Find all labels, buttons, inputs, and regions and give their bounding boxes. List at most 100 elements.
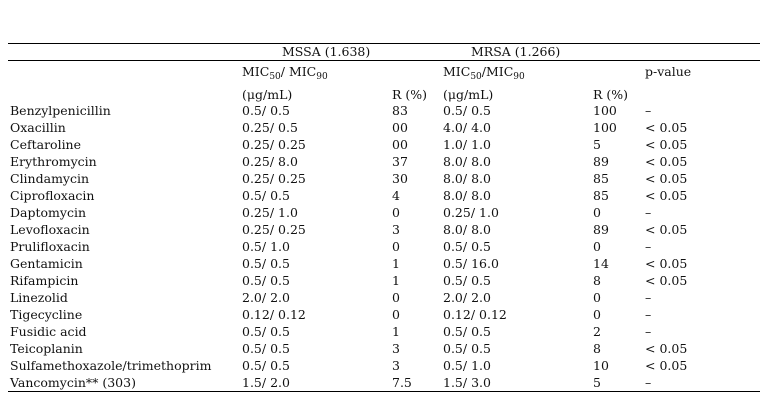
mrsa-mic-value: 0.5/ 0.5 bbox=[443, 103, 491, 118]
mrsa-resistance-value: 5 bbox=[593, 375, 601, 390]
mssa-resistance-value: 0 bbox=[392, 307, 400, 322]
mic-label: MIC bbox=[443, 64, 471, 79]
p-value: < 0.05 bbox=[645, 171, 688, 186]
drug-name: Rifampicin bbox=[10, 273, 79, 288]
mssa-resistance-value: 00 bbox=[392, 137, 408, 152]
mssa-mic-value: 0.5/ 1.0 bbox=[242, 239, 290, 254]
table-row: Teicoplanin 0.5/ 0.5 3 0.5/ 0.5 8 < 0.05 bbox=[0, 341, 766, 358]
mssa-mic-value: 0.25/ 0.25 bbox=[242, 222, 306, 237]
table-row: Tigecycline 0.12/ 0.12 0 0.12/ 0.12 0 – bbox=[0, 307, 766, 324]
p-value: – bbox=[645, 307, 652, 322]
mrsa-resistance-value: 89 bbox=[593, 154, 609, 169]
mrsa-mic-value: 1.5/ 3.0 bbox=[443, 375, 491, 390]
mssa-resistance-value: 0 bbox=[392, 290, 400, 305]
drug-name: Benzylpenicillin bbox=[10, 103, 111, 118]
mrsa-resistance-value: 0 bbox=[593, 239, 601, 254]
mrsa-mic-value: 8.0/ 8.0 bbox=[443, 171, 491, 186]
mic50-sub: 50 bbox=[470, 72, 482, 82]
mrsa-resistance-value: 89 bbox=[593, 222, 609, 237]
mrsa-mic-value: 8.0/ 8.0 bbox=[443, 188, 491, 203]
mrsa-resistance-value: 14 bbox=[593, 256, 609, 271]
table-row: Ciprofloxacin 0.5/ 0.5 4 8.0/ 8.0 85 < 0.05 bbox=[0, 188, 766, 205]
mssa-resistance-value: 3 bbox=[392, 341, 400, 356]
mssa-mic-value: 0.25/ 0.25 bbox=[242, 171, 306, 186]
mssa-r-header: R (%) bbox=[392, 87, 428, 102]
table-row: Vancomycin** (303) 1.5/ 2.0 7.5 1.5/ 3.0 5 – bbox=[0, 375, 766, 392]
mrsa-resistance-value: 0 bbox=[593, 205, 601, 220]
drug-name: Oxacillin bbox=[10, 120, 66, 135]
p-value: – bbox=[645, 375, 652, 390]
mssa-mic-value: 0.5/ 0.5 bbox=[242, 188, 290, 203]
p-value: < 0.05 bbox=[645, 154, 688, 169]
mssa-mic-value: 0.12/ 0.12 bbox=[242, 307, 306, 322]
mssa-resistance-value: 1 bbox=[392, 256, 400, 271]
mrsa-r-header: R (%) bbox=[593, 87, 629, 102]
mssa-mic-value: 0.5/ 0.5 bbox=[242, 103, 290, 118]
drug-name: Prulifloxacin bbox=[10, 239, 90, 254]
p-value: < 0.05 bbox=[645, 137, 688, 152]
mic90-sub: 90 bbox=[513, 72, 525, 82]
mrsa-mic-value: 0.5/ 16.0 bbox=[443, 256, 499, 271]
mssa-resistance-value: 3 bbox=[392, 358, 400, 373]
mic-separator: /MIC bbox=[481, 64, 514, 79]
pvalue-header: p-value bbox=[645, 64, 692, 79]
mrsa-mic-header: MIC50/MIC90 bbox=[443, 64, 525, 82]
mrsa-resistance-value: 0 bbox=[593, 307, 601, 322]
mssa-resistance-value: 7.5 bbox=[392, 375, 412, 390]
table-row: Levofloxacin 0.25/ 0.25 3 8.0/ 8.0 89 < 0.05 bbox=[0, 222, 766, 239]
mrsa-mic-value: 0.12/ 0.12 bbox=[443, 307, 507, 322]
mrsa-mic-value: 0.5/ 0.5 bbox=[443, 324, 491, 339]
table-row: Prulifloxacin 0.5/ 1.0 0 0.5/ 0.5 0 – bbox=[0, 239, 766, 256]
mssa-mic-value: 2.0/ 2.0 bbox=[242, 290, 290, 305]
group-rule bbox=[8, 60, 760, 61]
table-row: Oxacillin 0.25/ 0.5 00 4.0/ 4.0 100 < 0.05 bbox=[0, 120, 766, 137]
mssa-resistance-value: 83 bbox=[392, 103, 408, 118]
table-row: Sulfamethoxazole/trimethoprim 0.5/ 0.5 3 0.… bbox=[0, 358, 766, 375]
mic50-sub: 50 bbox=[269, 72, 281, 82]
mrsa-resistance-value: 10 bbox=[593, 358, 609, 373]
mssa-mic-header: MIC50/ MIC90 bbox=[242, 64, 328, 82]
mrsa-mic-value: 0.5/ 1.0 bbox=[443, 358, 491, 373]
drug-name: Tigecycline bbox=[10, 307, 83, 322]
mssa-mic-value: 0.5/ 0.5 bbox=[242, 273, 290, 288]
p-value: – bbox=[645, 103, 652, 118]
mssa-mic-value: 0.5/ 0.5 bbox=[242, 256, 290, 271]
drug-name: Levofloxacin bbox=[10, 222, 90, 237]
mrsa-mic-value: 0.5/ 0.5 bbox=[443, 273, 491, 288]
mrsa-mic-value: 8.0/ 8.0 bbox=[443, 222, 491, 237]
mssa-mic-value: 0.5/ 0.5 bbox=[242, 341, 290, 356]
mssa-resistance-value: 0 bbox=[392, 205, 400, 220]
mrsa-resistance-value: 0 bbox=[593, 290, 601, 305]
mic-label: MIC bbox=[242, 64, 270, 79]
p-value: < 0.05 bbox=[645, 120, 688, 135]
p-value: < 0.05 bbox=[645, 358, 688, 373]
drug-name: Fusidic acid bbox=[10, 324, 87, 339]
mrsa-resistance-value: 100 bbox=[593, 120, 617, 135]
bottom-rule bbox=[8, 391, 760, 392]
p-value: – bbox=[645, 205, 652, 220]
mssa-mic-value: 0.25/ 1.0 bbox=[242, 205, 298, 220]
table-row: Linezolid 2.0/ 2.0 0 2.0/ 2.0 0 – bbox=[0, 290, 766, 307]
table-row: Erythromycin 0.25/ 8.0 37 8.0/ 8.0 89 < 0.05 bbox=[0, 154, 766, 171]
drug-name: Ceftaroline bbox=[10, 137, 82, 152]
mssa-resistance-value: 1 bbox=[392, 324, 400, 339]
mssa-resistance-value: 4 bbox=[392, 188, 400, 203]
table-row: Fusidic acid 0.5/ 0.5 1 0.5/ 0.5 2 – bbox=[0, 324, 766, 341]
mssa-resistance-value: 00 bbox=[392, 120, 408, 135]
drug-name: Gentamicin bbox=[10, 256, 83, 271]
mrsa-resistance-value: 8 bbox=[593, 341, 601, 356]
p-value: – bbox=[645, 239, 652, 254]
mrsa-mic-value: 2.0/ 2.0 bbox=[443, 290, 491, 305]
p-value: < 0.05 bbox=[645, 341, 688, 356]
drug-name: Linezolid bbox=[10, 290, 68, 305]
p-value: < 0.05 bbox=[645, 188, 688, 203]
p-value: – bbox=[645, 290, 652, 305]
mssa-resistance-value: 1 bbox=[392, 273, 400, 288]
mssa-mic-value: 0.25/ 0.5 bbox=[242, 120, 298, 135]
table-row: Daptomycin 0.25/ 1.0 0 0.25/ 1.0 0 – bbox=[0, 205, 766, 222]
p-value: < 0.05 bbox=[645, 273, 688, 288]
mssa-group-header: MSSA (1.638) bbox=[282, 44, 371, 59]
mrsa-resistance-value: 85 bbox=[593, 188, 609, 203]
mrsa-resistance-value: 2 bbox=[593, 324, 601, 339]
table-row: Clindamycin 0.25/ 0.25 30 8.0/ 8.0 85 < 0.05 bbox=[0, 171, 766, 188]
